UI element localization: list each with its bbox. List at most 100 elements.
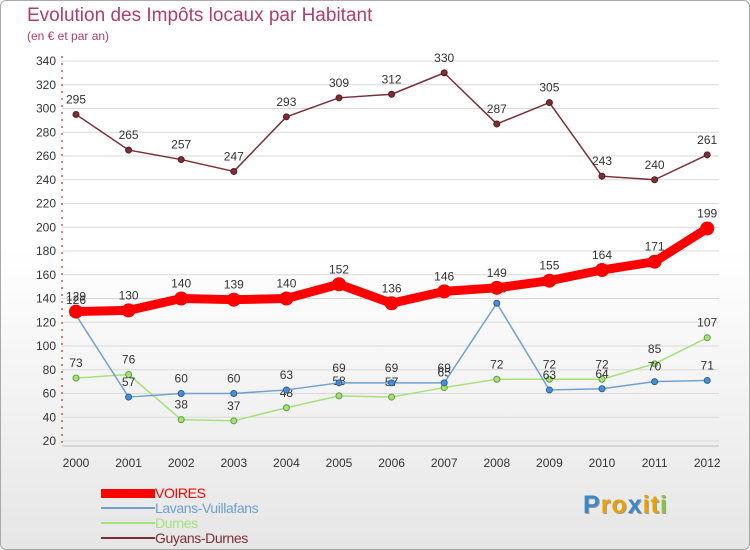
x-tick-label: 2008	[483, 456, 510, 470]
logo-letter: t	[650, 491, 660, 519]
data-point-lavans-vuillafans	[388, 379, 396, 387]
data-label-durnes: 72	[543, 357, 557, 371]
x-tick-label: 2003	[220, 456, 247, 470]
data-label-voires: 146	[434, 269, 454, 283]
data-point-voires	[226, 292, 241, 307]
data-label-guyans-durnes: 243	[592, 154, 612, 168]
data-point-lavans-vuillafans	[440, 379, 448, 387]
data-label-durnes: 76	[122, 353, 136, 367]
legend-swatch	[101, 522, 155, 524]
legend-label: Lavans-Vuillafans	[155, 500, 259, 516]
data-point-lavans-vuillafans	[651, 378, 659, 386]
data-point-durnes	[230, 417, 238, 425]
data-point-voires	[489, 280, 504, 295]
data-point-guyans-durnes	[177, 156, 185, 164]
y-tick-label: 200	[36, 220, 56, 234]
y-tick-label: 320	[36, 78, 56, 92]
data-label-durnes: 72	[595, 357, 609, 371]
x-tick-label: 2000	[63, 456, 90, 470]
data-point-durnes	[493, 375, 501, 383]
y-tick-label: 240	[36, 173, 56, 187]
data-label-durnes: 85	[648, 342, 662, 356]
y-tick-label: 120	[36, 315, 56, 329]
y-tick-label: 60	[43, 387, 57, 401]
data-point-durnes	[282, 404, 290, 412]
legend-label: VOIRES	[155, 485, 206, 501]
data-label-voires: 140	[276, 277, 296, 291]
data-label-voires: 149	[487, 266, 507, 280]
x-tick-label: 2009	[536, 456, 563, 470]
data-label-lavans-vuillafans: 69	[385, 361, 399, 375]
x-tick-label: 2002	[168, 456, 195, 470]
logo-letter: r	[600, 491, 612, 519]
data-label-guyans-durnes: 295	[66, 92, 86, 106]
data-label-voires: 152	[329, 262, 349, 276]
x-tick-label: 2012	[694, 456, 721, 470]
logo-letter: x	[627, 491, 643, 519]
data-label-lavans-vuillafans: 69	[332, 361, 346, 375]
data-label-voires: 136	[382, 281, 402, 295]
x-tick-label: 2010	[589, 456, 616, 470]
data-label-voires: 139	[224, 278, 244, 292]
data-point-durnes	[335, 392, 343, 400]
data-label-guyans-durnes: 261	[697, 133, 717, 147]
data-label-durnes: 72	[490, 357, 504, 371]
data-label-guyans-durnes: 330	[434, 51, 454, 65]
data-label-lavans-vuillafans: 60	[227, 372, 241, 386]
data-point-durnes	[651, 360, 659, 368]
data-point-voires	[121, 303, 136, 318]
data-label-guyans-durnes: 265	[119, 128, 139, 142]
data-label-voires: 130	[119, 288, 139, 302]
data-point-guyans-durnes	[230, 167, 238, 175]
data-point-durnes	[125, 371, 133, 378]
data-label-guyans-durnes: 305	[539, 81, 559, 95]
data-label-lavans-vuillafans: 69	[438, 361, 452, 375]
y-tick-label: 20	[43, 434, 57, 448]
data-point-voires	[437, 284, 452, 299]
y-tick-label: 300	[36, 102, 56, 116]
y-tick-label: 180	[36, 244, 56, 258]
legend-swatch	[101, 537, 155, 539]
data-point-lavans-vuillafans	[125, 393, 133, 401]
legend-swatch	[101, 488, 155, 498]
data-label-durnes: 107	[697, 316, 717, 330]
chart-title: Evolution des Impôts locaux par Habitant	[27, 5, 373, 26]
data-point-guyans-durnes	[125, 146, 133, 154]
data-point-durnes	[388, 393, 396, 401]
data-point-guyans-durnes	[388, 90, 396, 98]
data-point-voires	[595, 263, 609, 277]
data-label-voires: 155	[539, 259, 559, 273]
data-point-durnes	[72, 374, 80, 382]
data-label-lavans-vuillafans: 64	[595, 367, 609, 381]
x-tick-label: 2006	[378, 456, 405, 470]
legend-label: Guyans-Durnes	[155, 530, 248, 546]
y-tick-label: 340	[36, 54, 56, 68]
data-point-guyans-durnes	[72, 110, 80, 118]
data-label-lavans-vuillafans: 126	[66, 293, 86, 307]
data-point-guyans-durnes	[493, 120, 501, 128]
data-label-voires: 140	[171, 277, 191, 291]
data-label-durnes: 73	[69, 356, 83, 370]
data-point-guyans-durnes	[440, 69, 448, 77]
x-tick-label: 2005	[326, 456, 353, 470]
data-point-guyans-durnes	[598, 172, 606, 180]
data-label-lavans-vuillafans: 71	[701, 358, 715, 372]
data-label-guyans-durnes: 257	[171, 138, 191, 152]
y-tick-label: 80	[43, 363, 57, 377]
data-point-lavans-vuillafans	[282, 386, 290, 394]
data-label-voires: 171	[645, 240, 665, 254]
data-point-voires	[69, 304, 83, 319]
data-label-guyans-durnes: 312	[382, 72, 402, 86]
data-point-lavans-vuillafans	[493, 299, 501, 307]
logo-letter: o	[611, 491, 628, 519]
data-label-guyans-durnes: 293	[276, 95, 296, 109]
data-label-lavans-vuillafans: 57	[122, 375, 136, 389]
data-point-guyans-durnes	[651, 176, 659, 184]
data-label-voires: 164	[592, 248, 612, 262]
chart-subtitle: (en € et par an)	[27, 29, 110, 43]
data-point-guyans-durnes	[335, 94, 343, 102]
data-point-guyans-durnes	[545, 99, 553, 107]
data-label-durnes: 38	[175, 398, 189, 412]
y-tick-label: 280	[36, 125, 56, 139]
